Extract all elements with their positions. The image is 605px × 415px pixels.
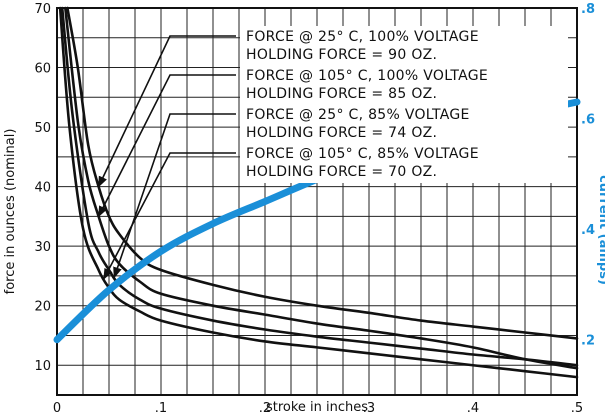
y2-tick-label: .4 [581,223,595,238]
y2-tick-label: .2 [581,334,595,349]
annotation-arrow [97,35,236,188]
annotation-label-holding: HOLDING FORCE = 90 OZ. [246,47,437,63]
y-tick-label: 60 [34,62,51,77]
annotations: FORCE @ 25° C, 100% VOLTAGE HOLDING FORCE… [97,26,568,280]
force-curve-4 [58,6,579,379]
x-tick-label: 0 [53,401,61,415]
x-axis-label: stroke in inches [266,400,368,415]
x-tick-label: .1 [155,401,167,415]
plot-frame [56,7,578,396]
force-curve-3 [60,6,579,367]
x-tick-label: .4 [467,401,479,415]
annotation-label-holding: HOLDING FORCE = 70 OZ. [246,164,437,180]
y2-axis-label: current (amps) [596,175,605,285]
annotation-label-holding: HOLDING FORCE = 85 OZ. [246,86,437,102]
annotation-arrow [103,152,236,280]
x-tick-label: .5 [571,401,583,415]
y-tick-label: 70 [34,2,51,17]
annotation-bg [240,26,568,66]
y-tick-label: 50 [34,121,51,136]
annotation-bg [240,65,568,105]
annotation-arrow [97,74,236,218]
y-axis-label: force in ounces (nominal) [3,129,18,295]
y2-tick-label: .6 [581,113,595,128]
y2-tick-label: .8 [581,2,595,17]
annotation-label-title: FORCE @ 25° C, 85% VOLTAGE [246,107,470,123]
force-curve-1 [66,6,579,340]
force-curve-2 [64,6,579,370]
annotation-label-title: FORCE @ 105° C, 85% VOLTAGE [246,146,479,162]
y-tick-label: 40 [34,181,51,196]
annotation-bg [240,104,568,144]
x-tick-label: .2 [259,401,271,415]
annotation-label-title: FORCE @ 25° C, 100% VOLTAGE [246,29,479,45]
y-tick-label: 10 [34,359,51,374]
annotation-label-title: FORCE @ 105° C, 100% VOLTAGE [246,68,488,84]
y-tick-label: 30 [34,240,51,255]
annotation-bg [240,143,568,183]
annotation-arrow [113,113,236,279]
annotation-label-holding: HOLDING FORCE = 74 OZ. [246,125,437,141]
y-tick-label: 20 [34,300,51,315]
x-tick-label: .3 [363,401,375,415]
axes: 0 .1 .2 .3 .4 .5 10 20 30 40 50 60 70 .2 .4 .6 .8 stroke … [3,2,605,415]
